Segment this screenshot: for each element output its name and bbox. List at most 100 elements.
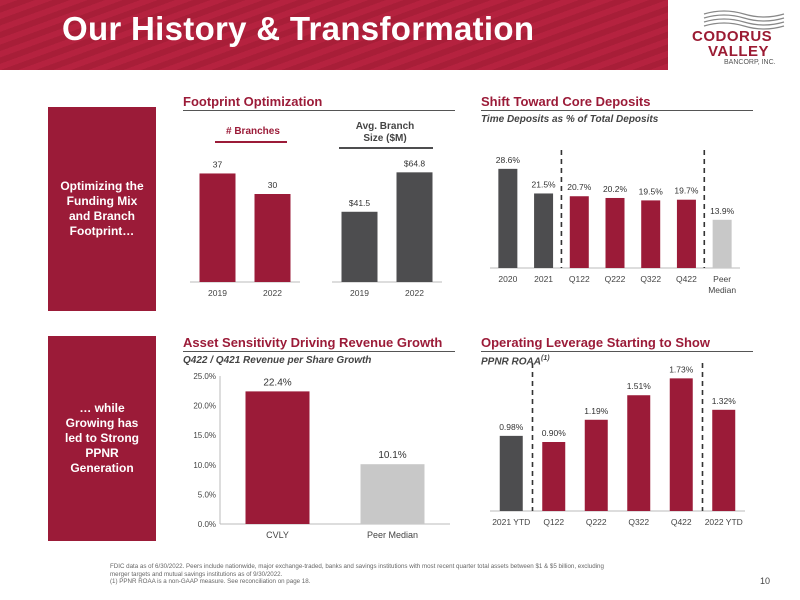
category-label: Q122 <box>543 517 564 527</box>
category-label: 2022 <box>263 288 282 298</box>
bar <box>641 200 661 268</box>
data-label: 13.9% <box>710 206 735 216</box>
category-label: Peer <box>713 274 731 284</box>
data-label: 37 <box>213 159 223 169</box>
ppnr-roaa-chart: 0.98% 2021 YTD 0.90% Q122 1.19% Q222 1.51% Q322… <box>490 363 745 527</box>
category-label: 2019 <box>350 288 369 298</box>
leverage-subtitle: PPNR ROAA(1) <box>481 355 550 367</box>
title-banner <box>0 0 668 70</box>
category-label: 2021 YTD <box>492 517 530 527</box>
category-label: Q322 <box>640 274 661 284</box>
sidebar-bottom-line: PPNR <box>85 446 119 460</box>
data-label: 1.32% <box>712 396 737 406</box>
category-label: CVLY <box>266 530 289 540</box>
footnote-line: (1) PPNR ROAA is a non-GAAP measure. See… <box>110 578 311 585</box>
sidebar-box-bottom: … while Growing has led to Strong PPNR G… <box>48 336 156 541</box>
branch-size-chart: $41.5 2019 $64.8 2022 <box>332 158 442 298</box>
data-label: 30 <box>268 180 278 190</box>
logo-flag-icon <box>703 10 785 30</box>
y-tick-label: 0.0% <box>198 520 216 529</box>
deposits-chart: 28.6% 2020 21.5% 2021 20.7% Q122 20.2% Q222 19.5… <box>490 150 740 295</box>
page-number: 10 <box>760 576 771 586</box>
bar <box>254 194 291 282</box>
bar <box>542 442 566 511</box>
bar <box>676 199 696 268</box>
bar <box>712 219 732 268</box>
data-label: 1.51% <box>627 381 652 391</box>
data-label: 1.73% <box>669 364 694 374</box>
bar <box>605 197 625 268</box>
sidebar-top-line: Optimizing the <box>60 179 144 193</box>
data-label: 0.90% <box>542 428 567 438</box>
data-label: 22.4% <box>263 377 291 388</box>
logo-text-line1: CODORUS <box>692 28 773 45</box>
category-label: Peer Median <box>367 530 418 540</box>
category-label: 2019 <box>208 288 227 298</box>
sidebar-top-line: Funding Mix <box>66 194 138 208</box>
asset-section-title: Asset Sensitivity Driving Revenue Growth <box>183 335 443 350</box>
page-title: Our History & Transformation <box>62 10 535 47</box>
data-label: 10.1% <box>378 450 406 461</box>
deposits-section-title: Shift Toward Core Deposits <box>481 94 651 109</box>
data-label: 20.7% <box>567 182 592 192</box>
leverage-subtitle-sup: (1) <box>541 355 550 362</box>
footprint-title-rule <box>183 110 455 111</box>
branch-size-label-line: Size ($M) <box>363 133 407 144</box>
footnote-line: merger targets and mutual savings instit… <box>110 570 283 578</box>
y-tick-label: 15.0% <box>193 431 216 440</box>
category-label: 2021 <box>534 274 553 284</box>
asset-title-rule <box>183 351 455 352</box>
sidebar-top-line: and Branch <box>68 209 135 223</box>
sidebar-box-top: Optimizing the Funding Mix and Branch Fo… <box>48 107 156 311</box>
category-label: 2020 <box>498 274 517 284</box>
branch-size-label-line: Avg. Branch <box>355 121 415 132</box>
branch-size-label: Avg. Branch Size ($M) <box>340 121 430 145</box>
bar <box>669 378 693 511</box>
data-label: 19.5% <box>639 186 664 196</box>
bar <box>498 168 518 268</box>
bar <box>360 464 425 524</box>
y-tick-label: 20.0% <box>193 402 216 411</box>
bar <box>569 196 589 268</box>
bar <box>627 395 651 511</box>
category-label: Q422 <box>676 274 697 284</box>
y-tick-label: 5.0% <box>198 490 216 499</box>
bar <box>534 193 554 268</box>
category-label: 2022 <box>405 288 424 298</box>
category-label: Q422 <box>671 517 692 527</box>
leverage-section-title: Operating Leverage Starting to Show <box>481 335 710 350</box>
category-label: Median <box>708 285 736 295</box>
sidebar-bottom-line: Growing has <box>65 416 139 430</box>
sidebar-bottom-line: … while <box>79 401 125 415</box>
revenue-growth-chart: 0.0% 5.0% 10.0% 15.0% 20.0% 25.0% 22.4% CVLY 10.… <box>193 372 450 540</box>
data-label: 1.19% <box>584 406 609 416</box>
category-label: Q122 <box>569 274 590 284</box>
data-label: 20.2% <box>603 184 628 194</box>
category-label: Q222 <box>586 517 607 527</box>
bar <box>396 172 433 282</box>
company-logo: CODORUS VALLEY BANCORP, INC. <box>684 8 792 68</box>
bar <box>199 173 236 282</box>
bar <box>584 419 608 511</box>
category-label: Q322 <box>628 517 649 527</box>
sidebar-bottom-line: Generation <box>70 461 134 475</box>
data-label: $64.8 <box>404 158 426 168</box>
data-label: 19.7% <box>674 186 699 196</box>
branches-label: # Branches <box>226 126 280 137</box>
leverage-title-rule <box>481 351 753 352</box>
branches-chart: 37 2019 30 2022 <box>190 159 300 298</box>
footnote-line: FDIC data as of 6/30/2022. Peers include… <box>110 563 604 570</box>
data-label: $41.5 <box>349 198 371 208</box>
bar <box>245 391 310 524</box>
data-label: 28.6% <box>496 155 521 165</box>
branch-size-label-rule <box>339 147 433 149</box>
bar <box>341 211 378 282</box>
category-label: 2022 YTD <box>705 517 743 527</box>
leverage-subtitle-text: PPNR ROAA <box>481 356 542 368</box>
footprint-section-title: Footprint Optimization <box>183 94 323 109</box>
sidebar-bottom-line: led to Strong <box>65 431 139 445</box>
y-tick-label: 25.0% <box>193 372 216 381</box>
y-tick-label: 10.0% <box>193 461 216 470</box>
logo-text-line3: BANCORP, INC. <box>724 59 776 66</box>
sidebar-top-line: Footprint… <box>69 224 135 238</box>
